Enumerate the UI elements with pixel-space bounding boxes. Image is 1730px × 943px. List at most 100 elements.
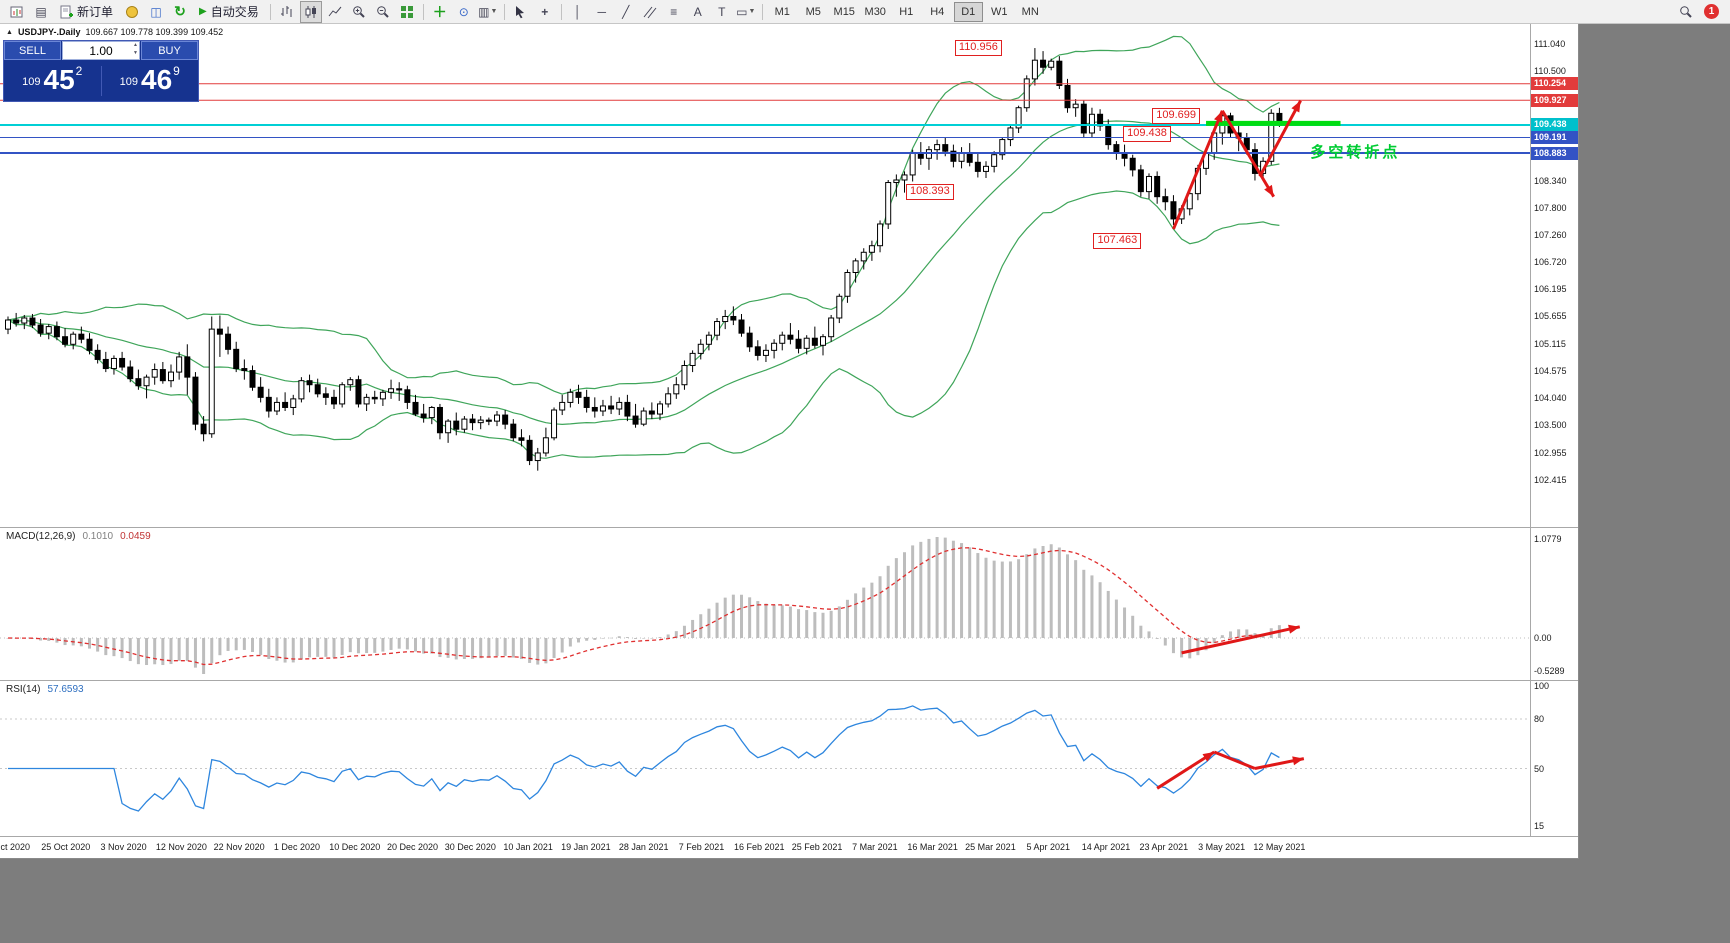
timeframe-d1[interactable]: D1 (953, 1, 983, 22)
drawn-arrow[interactable] (1156, 750, 1216, 790)
indicators-add-icon: ＋ (432, 3, 447, 20)
indicators-button[interactable]: ＋ (429, 1, 451, 23)
spinner-up-icon[interactable]: ▲ (133, 42, 138, 48)
profiles-button[interactable]: ▤ (30, 1, 52, 23)
timeframe-m1[interactable]: M1 (774, 5, 790, 18)
trendline-icon: ╱ (622, 4, 630, 19)
timeframe-mn[interactable]: MN (1021, 5, 1039, 18)
time-axis[interactable]: 5 Oct 2020 25 Oct 2020 3 Nov 2020 12 Nov 20… (0, 836, 1578, 858)
new-order-button[interactable]: 新订单 (54, 1, 119, 23)
autotrade-play-icon: ▶ (199, 6, 207, 17)
axis-tick-label: 105.655 (1534, 311, 1567, 322)
ask-price[interactable]: 109 46 9 (102, 64, 199, 97)
candle-chart-mode-button[interactable] (299, 0, 322, 23)
axis-tick-label: 103.500 (1534, 420, 1567, 431)
horizontal-line-objects[interactable] (0, 83, 1530, 155)
time-tick-label: 22 Nov 2020 (213, 842, 265, 852)
toolbar-separator (560, 3, 562, 20)
drawn-arrow[interactable] (1213, 750, 1256, 770)
price-divider (100, 65, 102, 96)
axis-tick-label: 0.00 (1534, 632, 1552, 643)
time-tick-label: 7 Mar 2021 (852, 842, 898, 852)
axis-tick-label: 108.340 (1534, 175, 1567, 186)
axis-tick-label: 106.195 (1534, 283, 1567, 294)
autotrade-button[interactable]: ▶ 自动交易 (193, 1, 265, 23)
zoom-in-button[interactable] (348, 1, 370, 23)
channel-tool[interactable] (639, 1, 661, 23)
coin-icon (126, 5, 139, 18)
data-window-button[interactable]: ◫ (145, 1, 167, 23)
templates-button[interactable]: ▥ ▼ (477, 1, 499, 23)
spinner-down-icon[interactable]: ▼ (133, 49, 138, 56)
text-icon: A (693, 4, 702, 19)
time-tick-label: 1 Dec 2020 (273, 842, 320, 852)
drawn-arrow[interactable] (1258, 99, 1302, 178)
shapes-tool[interactable]: ▭ ▼ (735, 1, 757, 23)
axis-tick-label: 100 (1534, 681, 1550, 691)
buy-button[interactable]: BUY (141, 41, 198, 60)
trendline-tool[interactable]: ╱ (615, 1, 637, 23)
crosshair-tool-button[interactable]: + (534, 1, 556, 23)
drawn-arrow[interactable] (1181, 624, 1301, 655)
price-chart[interactable] (0, 24, 1530, 836)
time-tick-label: 16 Feb 2021 (734, 842, 785, 852)
timeframe-m30[interactable]: M30 (864, 5, 886, 18)
bid-price[interactable]: 109 45 2 (4, 64, 101, 97)
refresh-icon: ↻ (174, 3, 186, 19)
rsi-panel[interactable] (0, 705, 1530, 812)
vertical-line-tool[interactable]: │ (567, 1, 589, 23)
tile-windows-button[interactable] (396, 1, 418, 23)
timeframe-h4[interactable]: H4 (930, 5, 945, 18)
bar-chart-mode-button[interactable] (276, 1, 298, 23)
fibonacci-tool[interactable]: ≡ (663, 1, 685, 23)
macd-main-value: 0.1010 (82, 531, 114, 542)
line-chart-mode-button[interactable] (324, 1, 346, 23)
timeframe-w1[interactable]: W1 (990, 5, 1008, 18)
panel-collapse-icon[interactable]: ▲ (6, 28, 13, 36)
macd-signal-value: 0.0459 (120, 531, 151, 542)
timeframe-h1[interactable]: H1 (899, 5, 914, 18)
timeframe-m5[interactable]: M5 (805, 5, 821, 18)
rsi-line (8, 705, 1280, 812)
drawn-arrow[interactable] (1172, 110, 1224, 230)
templates-icon: ▥ (478, 4, 490, 19)
cursor-tool-button[interactable] (510, 1, 532, 23)
timeframe-m15[interactable]: M15 (833, 5, 855, 18)
macd-panel[interactable] (0, 537, 1530, 674)
drawn-arrow[interactable] (1221, 109, 1275, 198)
zoom-out-button[interactable] (372, 1, 394, 23)
data-window-icon: ◫ (150, 4, 162, 19)
macd-label-line: MACD(12,26,9) 0.1010 0.0459 (6, 531, 151, 542)
axis-tick-label: -0.5289 (1534, 666, 1565, 676)
rsi-value: 57.6593 (47, 684, 84, 695)
drawn-arrow[interactable] (1254, 756, 1305, 770)
price-axis[interactable]: 111.040 110.500 108.340 107.800 107.260 106.7… (1530, 24, 1578, 836)
volume-input[interactable]: 1.00 ▲ ▼ (62, 41, 140, 60)
chart-window[interactable]: ▲ USDJPY-.Daily 109.667 109.778 109.399 … (0, 24, 1579, 859)
text-tool[interactable]: A (687, 1, 709, 23)
search-button[interactable] (1675, 1, 1697, 23)
panel-separator[interactable] (0, 680, 1578, 681)
price-badge: 109.191 (1531, 130, 1578, 144)
sell-button[interactable]: SELL (4, 41, 61, 60)
new-chart-button[interactable] (6, 1, 28, 23)
time-tick-label: 5 Oct 2020 (0, 842, 31, 852)
macd-label: MACD(12,26,9) (6, 531, 76, 542)
notification-badge[interactable]: 1 (1704, 4, 1719, 19)
periods-button[interactable]: ⊙ (453, 1, 475, 23)
candle-chart-icon (305, 5, 316, 18)
horizontal-line-tool[interactable]: ─ (591, 1, 613, 23)
main-panel[interactable] (0, 35, 1530, 471)
refresh-button[interactable]: ↻ (169, 1, 191, 23)
axis-tick-label: 104.575 (1534, 365, 1567, 376)
price-badge: 109.927 (1531, 93, 1578, 107)
market-watch-button[interactable] (121, 1, 143, 23)
new-chart-icon (10, 6, 23, 17)
panel-separator[interactable] (0, 527, 1578, 528)
axis-tick-label: 50 (1534, 763, 1545, 774)
volume-spinner[interactable]: ▲ ▼ (133, 42, 138, 57)
axis-tick-label: 104.040 (1534, 392, 1567, 403)
text-label-tool[interactable]: T (711, 1, 733, 23)
toolbar-separator (422, 3, 424, 20)
chevron-down-icon: ▼ (490, 8, 498, 15)
